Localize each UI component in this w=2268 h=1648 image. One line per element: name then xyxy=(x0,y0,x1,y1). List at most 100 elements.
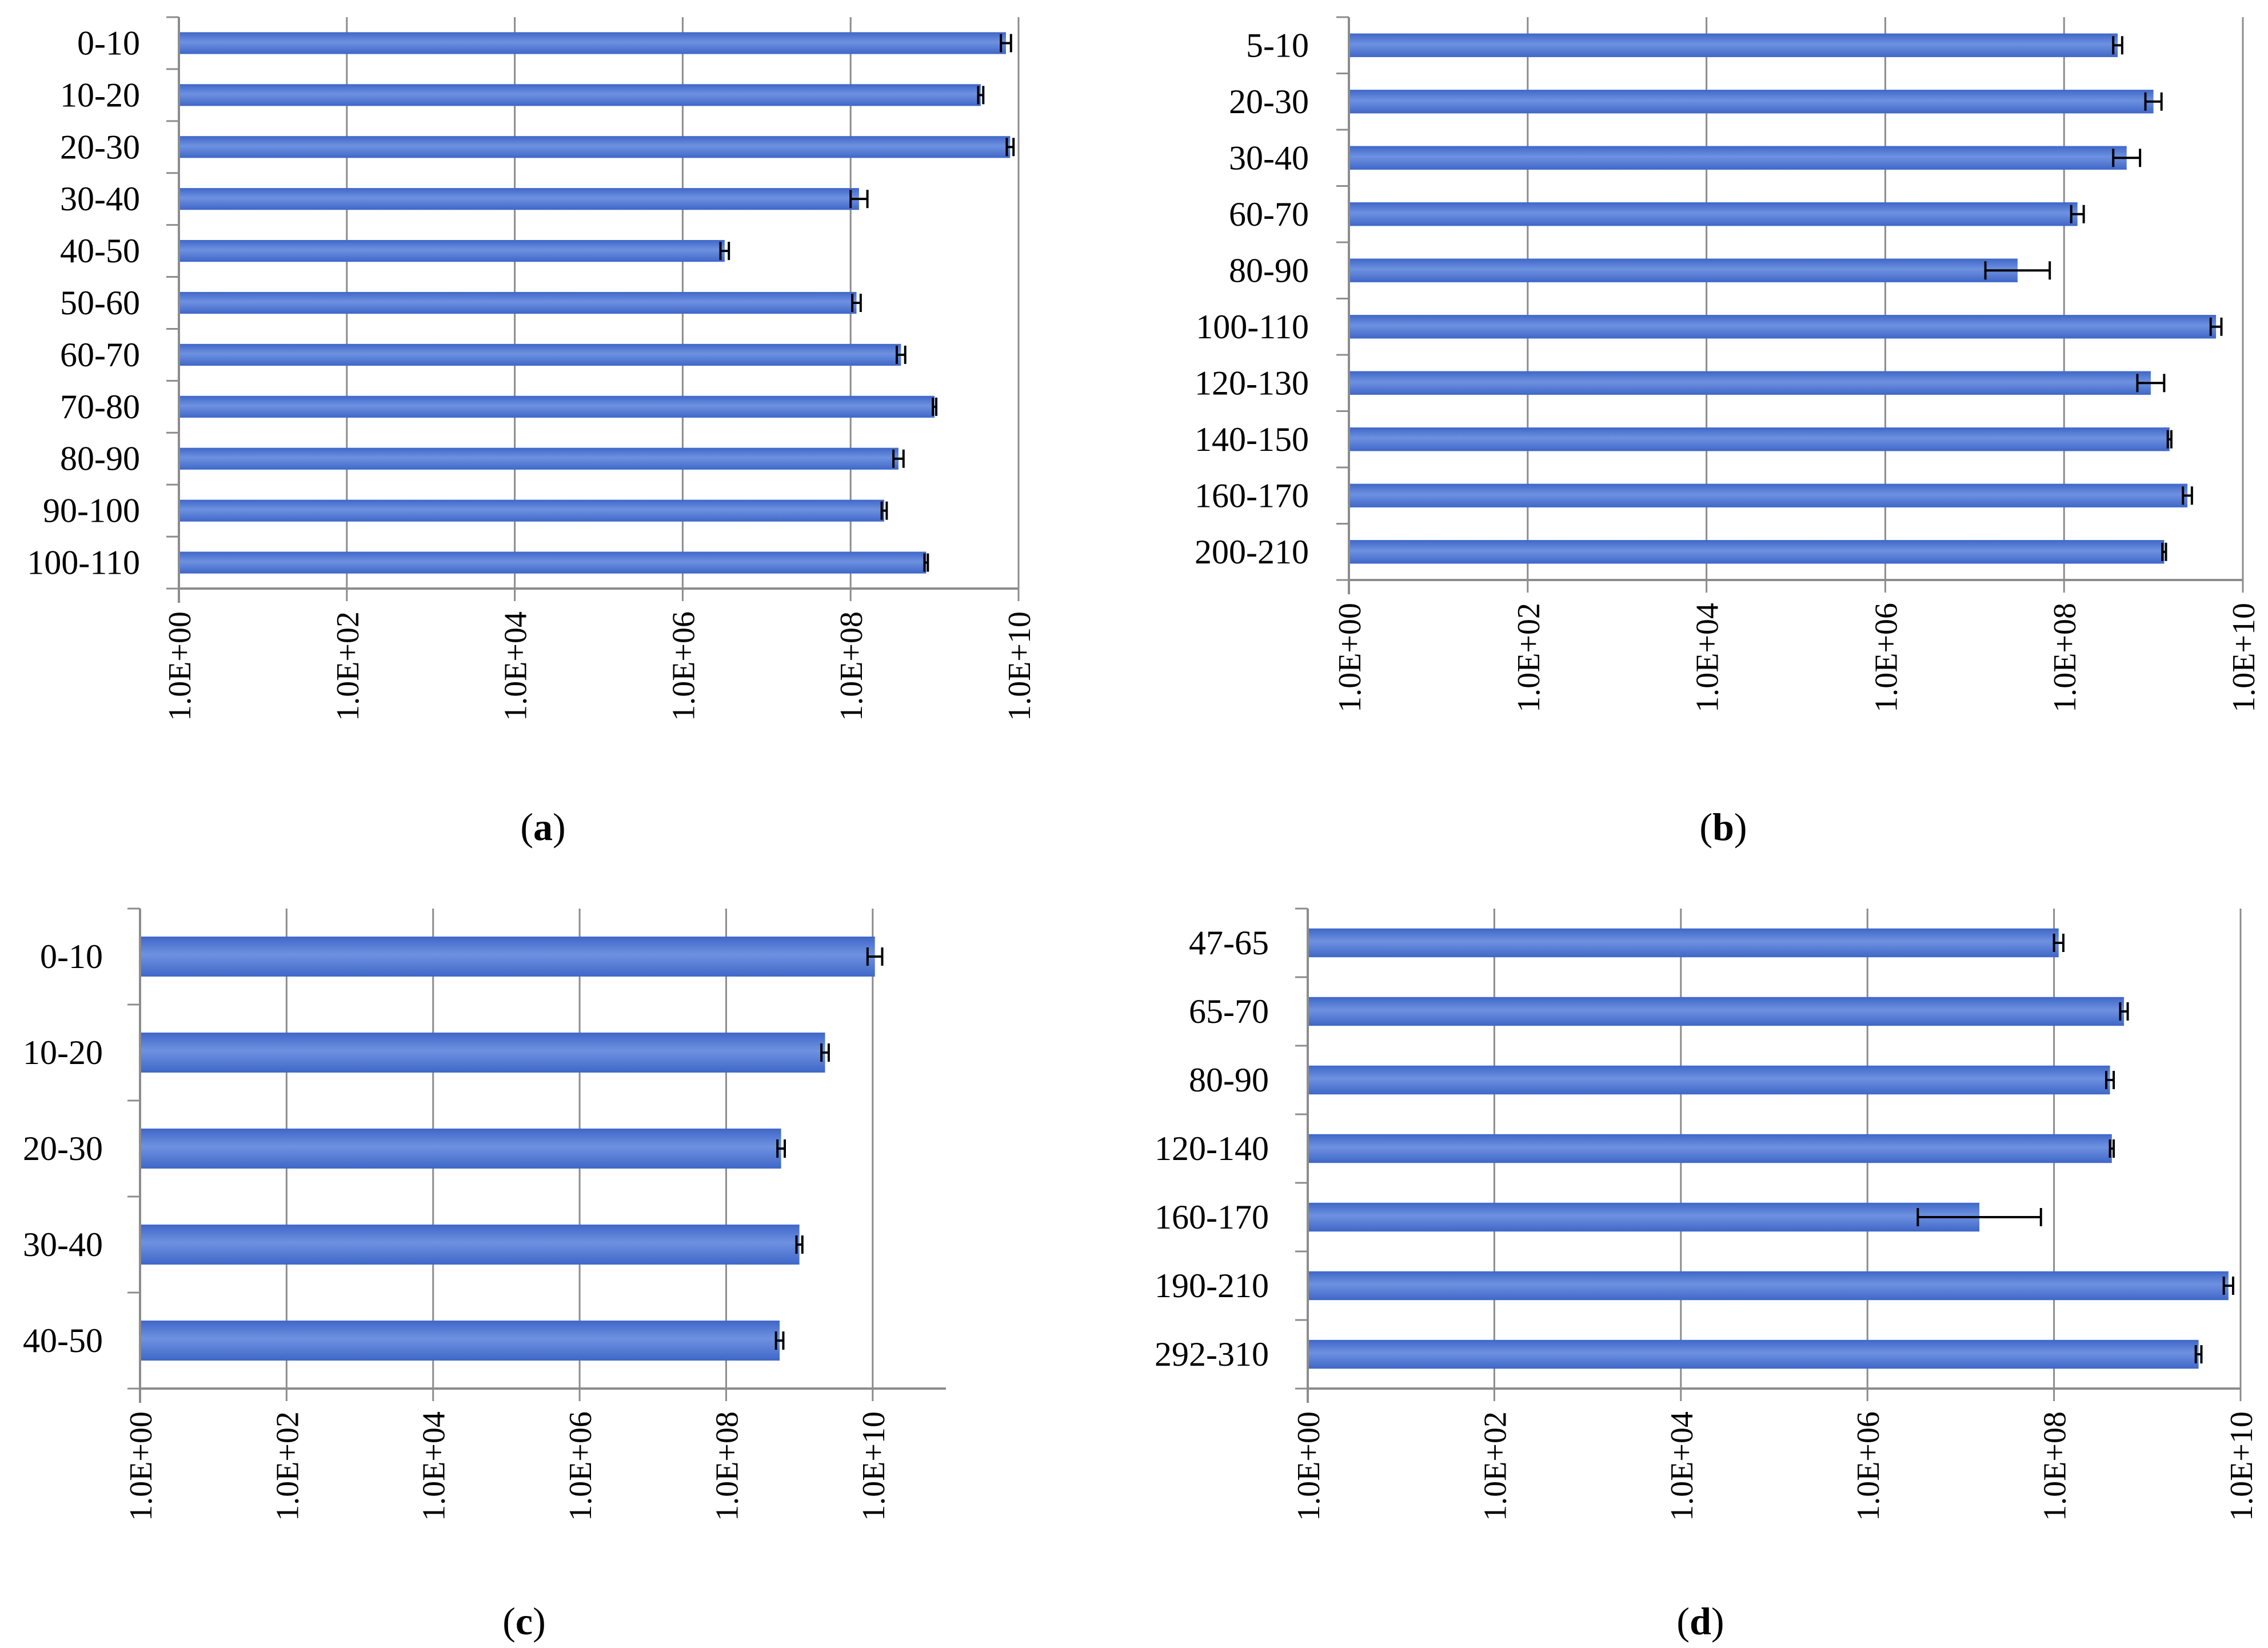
error-bar xyxy=(776,1139,786,1158)
bar xyxy=(180,343,901,366)
error-bar xyxy=(2182,486,2193,505)
panel-label-open: ( xyxy=(1676,1599,1690,1643)
error-bar xyxy=(719,242,730,261)
bar xyxy=(141,1129,781,1169)
bar xyxy=(180,499,884,522)
error-bar xyxy=(2119,1002,2129,1021)
category-label: 200-210 xyxy=(1195,533,1309,571)
tick-label: 1.0E+04 xyxy=(498,611,534,721)
error-bar xyxy=(2194,1345,2203,1363)
category-label: 60-70 xyxy=(1229,195,1309,233)
error-bar xyxy=(895,345,907,364)
category-label: 0-10 xyxy=(77,24,140,62)
error-bar xyxy=(2105,1071,2115,1089)
category-label: 20-30 xyxy=(23,1130,103,1167)
category-label: 60-70 xyxy=(60,336,140,374)
category-label: 0-10 xyxy=(40,938,103,975)
tick-label: 1.0E+08 xyxy=(834,611,869,721)
bar xyxy=(1350,483,2188,507)
bar xyxy=(1350,371,2151,395)
category-label: 10-20 xyxy=(23,1034,103,1071)
tick-label: 1.0E+00 xyxy=(1291,1411,1327,1521)
bar xyxy=(180,188,859,210)
error-bar xyxy=(2222,1277,2234,1295)
panel-label-close: ) xyxy=(1734,805,1747,849)
category-label: 70-80 xyxy=(60,388,140,426)
error-bar xyxy=(2136,374,2166,393)
bar xyxy=(1309,1339,2199,1369)
category-label: 120-140 xyxy=(1155,1130,1269,1167)
panel-label: (c) xyxy=(502,1599,546,1643)
category-label: 190-210 xyxy=(1155,1267,1269,1305)
error-bar xyxy=(2161,542,2167,561)
bar xyxy=(1350,90,2154,114)
bar xyxy=(1309,1202,1980,1232)
panel-d: 47-65 65-70 80-90 120-140 160-170 190-210 292-… xyxy=(1155,907,2259,1643)
category-label: 80-90 xyxy=(60,440,140,478)
error-bar xyxy=(892,449,905,468)
error-bar xyxy=(1000,34,1012,53)
tick-label: 1.0E+06 xyxy=(1851,1411,1886,1521)
category-label: 10-20 xyxy=(60,76,140,114)
panel-label-letter: b xyxy=(1712,805,1734,849)
bar xyxy=(1350,540,2165,564)
category-label: 160-170 xyxy=(1155,1198,1269,1236)
bar xyxy=(1350,202,2078,226)
error-bar xyxy=(2112,36,2123,55)
category-label: 100-110 xyxy=(1196,308,1309,346)
tick-label: 1.0E+04 xyxy=(417,1411,452,1521)
panel-label-open: ( xyxy=(1699,805,1712,849)
bar xyxy=(1309,997,2124,1026)
tick-label: 1.0E+02 xyxy=(270,1411,305,1521)
bar xyxy=(141,1321,780,1361)
category-label: 80-90 xyxy=(1189,1061,1269,1099)
error-bar xyxy=(2112,149,2142,167)
bar xyxy=(1309,1134,2112,1163)
tick-label: 1.0E+10 xyxy=(2226,603,2262,713)
panel-label-close: ) xyxy=(1711,1599,1724,1643)
error-bar xyxy=(866,947,884,966)
error-bar xyxy=(1916,1208,2042,1226)
panel-label-close: ) xyxy=(553,805,566,849)
bar xyxy=(141,937,875,977)
tick-label: 1.0E+04 xyxy=(1664,1411,1700,1521)
tick-label: 1.0E+00 xyxy=(1332,603,1368,713)
category-label: 80-90 xyxy=(1229,251,1309,289)
tick-label: 1.0E+00 xyxy=(123,1411,159,1521)
category-label: 40-50 xyxy=(60,232,140,270)
tick-label: 1.0E+06 xyxy=(666,611,701,721)
panel-label-close: ) xyxy=(533,1599,546,1643)
bar xyxy=(1350,33,2118,57)
category-label: 20-30 xyxy=(60,128,140,166)
category-label: 30-40 xyxy=(23,1226,103,1263)
error-bar xyxy=(2144,92,2163,111)
error-bar xyxy=(820,1043,830,1062)
bar xyxy=(1350,258,2018,282)
error-bar xyxy=(795,1235,804,1254)
panel-label: (a) xyxy=(520,805,565,849)
bar xyxy=(180,240,725,262)
category-label: 5-10 xyxy=(1246,26,1309,64)
bar xyxy=(180,32,1006,54)
error-bar xyxy=(932,397,938,416)
bar xyxy=(141,1033,825,1073)
error-bar xyxy=(2209,317,2223,336)
error-bar xyxy=(1005,138,1015,157)
panel-b: 5-10 20-30 30-40 60-70 80-90 100-110 120-130 14… xyxy=(1195,16,2262,849)
error-bar xyxy=(774,1331,785,1350)
bar xyxy=(180,395,935,418)
bar xyxy=(180,84,981,106)
error-bar xyxy=(977,86,985,105)
bar xyxy=(1350,427,2170,451)
category-label: 65-70 xyxy=(1189,993,1269,1030)
error-bar xyxy=(849,190,869,209)
tick-label: 1.0E+10 xyxy=(856,1411,892,1521)
category-label: 90-100 xyxy=(43,492,140,530)
bar xyxy=(180,136,1011,158)
error-bar xyxy=(880,501,888,520)
category-label: 50-60 xyxy=(60,284,140,322)
tick-label: 1.0E+00 xyxy=(162,611,198,721)
tick-label: 1.0E+10 xyxy=(1002,611,1037,721)
bar xyxy=(1350,146,2127,170)
error-bar xyxy=(851,294,862,312)
